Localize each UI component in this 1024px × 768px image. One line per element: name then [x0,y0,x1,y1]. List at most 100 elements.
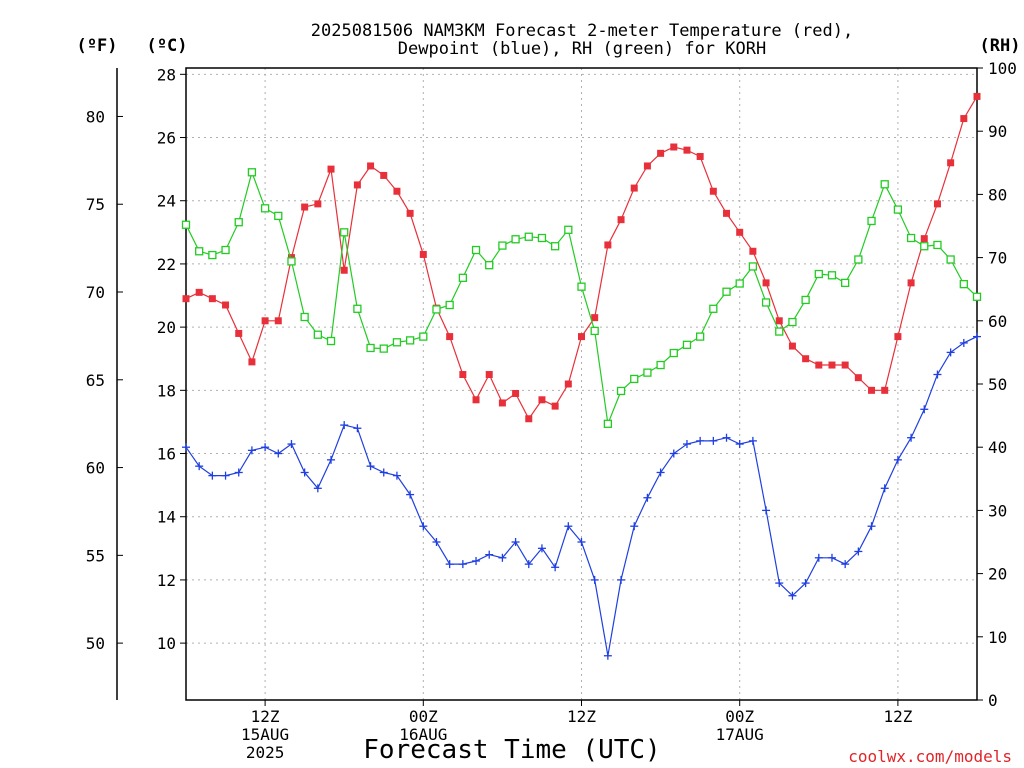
point-dewpoint [696,436,705,445]
point-rh [300,312,309,322]
point-dewpoint [709,436,718,445]
point-dewpoint [617,575,626,584]
point-dewpoint [841,560,850,569]
celsius-tick-label: 16 [157,445,176,464]
point-rh [682,340,692,349]
celsius-tick-label: 28 [157,65,176,84]
point-dewpoint [643,493,652,502]
point-dewpoint [300,468,309,477]
point-temp [340,266,348,274]
point-rh [709,304,718,313]
point-dewpoint [379,468,388,477]
point-temp [498,399,506,407]
point-rh [748,262,758,271]
rh-tick-label: 50 [988,375,1007,394]
point-dewpoint [340,421,349,430]
rh-tick-label: 0 [988,691,998,710]
point-dewpoint [537,544,546,553]
fahrenheit-tick-label: 60 [86,459,105,478]
point-temp [881,386,889,394]
point-temp [868,386,876,394]
fahrenheit-tick-label: 55 [86,546,105,565]
rh-tick-label: 30 [988,501,1007,520]
point-temp [301,203,309,211]
point-temp [538,396,546,404]
point-dewpoint [458,560,467,569]
point-rh [405,336,415,345]
point-rh [643,368,652,377]
title-line-1: 2025081506 NAM3KM Forecast 2-meter Tempe… [311,21,853,41]
point-temp [261,317,269,325]
point-dewpoint [472,556,481,565]
point-rh [854,255,863,264]
point-temp [578,333,585,341]
rh-tick-label: 100 [988,59,1017,78]
rh-unit-label: (RH) [980,36,1021,56]
point-rh [485,261,494,270]
point-rh [247,168,257,177]
point-temp [933,200,941,208]
point-rh [379,344,388,353]
point-temp [683,146,691,154]
point-temp [604,241,612,249]
x-tick-label: 16AUG [399,725,447,744]
point-rh [603,419,613,428]
point-temp [854,374,862,382]
point-rh [221,245,230,255]
point-dewpoint [669,449,678,458]
series-line-dewpoint [185,336,978,656]
point-dewpoint [959,338,968,347]
point-temp [367,162,375,170]
point-rh [946,255,955,264]
point-dewpoint [933,370,942,379]
series-dewpoint [182,332,981,660]
point-temp [182,295,190,303]
point-dewpoint [419,522,428,531]
point-dewpoint [867,522,876,531]
point-rh [524,232,533,241]
point-dewpoint [353,424,362,433]
point-temp [828,361,836,369]
point-dewpoint [788,591,797,600]
point-dewpoint [590,575,599,584]
point-rh [419,332,428,341]
point-dewpoint [722,433,731,442]
point-rh [761,298,771,307]
point-rh [274,211,283,221]
point-temp [643,162,651,170]
point-temp [775,317,783,325]
point-dewpoint [920,405,929,414]
point-rh [181,220,191,229]
point-temp [274,317,282,325]
point-rh [577,282,586,291]
point-dewpoint [234,468,243,477]
point-temp [406,209,414,217]
point-rh [537,233,547,243]
celsius-tick-label: 10 [157,634,176,653]
point-dewpoint [327,455,336,464]
point-temp [815,361,823,369]
point-temp [736,228,744,236]
point-dewpoint [748,436,757,445]
point-temp [617,216,625,224]
point-rh [841,278,850,288]
plot-frame [185,67,978,701]
point-dewpoint [511,538,520,546]
point-dewpoint [735,440,744,449]
point-temp [446,333,454,341]
point-temp [419,250,427,258]
point-rh [893,205,903,214]
x-tick-label: 12Z [883,707,912,726]
title-line-2: Dewpoint (blue), RH (green) for KORH [398,39,766,59]
point-dewpoint [392,471,401,480]
point-temp [235,329,243,337]
point-rh [234,218,243,227]
x-tick-label: 2025 [246,743,285,762]
point-dewpoint [577,538,586,546]
point-rh [353,304,362,313]
point-rh [498,241,507,250]
x-tick-label: 12Z [567,707,596,726]
point-rh [511,235,520,244]
